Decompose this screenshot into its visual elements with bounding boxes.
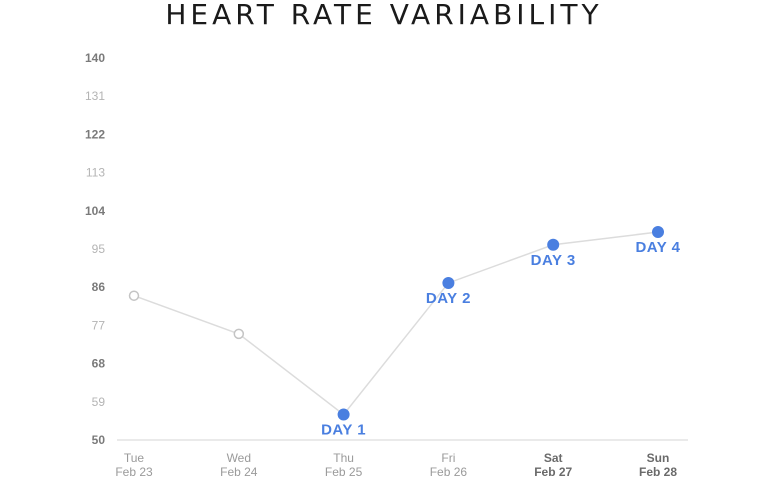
point-label: DAY 2 xyxy=(426,290,471,307)
data-point xyxy=(442,276,455,289)
data-points xyxy=(128,226,664,421)
x-tick-day: Tue xyxy=(124,451,145,465)
y-tick-label: 77 xyxy=(92,318,106,332)
x-tick-date: Feb 25 xyxy=(325,465,363,479)
data-point xyxy=(652,226,664,239)
y-tick-label: 68 xyxy=(92,357,106,371)
point-label: DAY 1 xyxy=(321,422,366,439)
y-tick-label: 50 xyxy=(92,433,106,447)
x-tick-date: Feb 28 xyxy=(639,465,677,479)
data-point-hollow xyxy=(128,290,140,301)
x-tick-date: Feb 24 xyxy=(220,465,258,479)
data-point xyxy=(337,408,350,421)
y-tick-label: 140 xyxy=(85,51,105,65)
x-tick-day: Sat xyxy=(544,451,563,465)
y-tick-label: 131 xyxy=(85,89,105,103)
x-tick-date: Feb 27 xyxy=(534,465,572,479)
chart-title: HEART RATE VARIABILITY xyxy=(165,0,603,31)
y-tick-label: 86 xyxy=(92,280,106,294)
x-tick-day: Wed xyxy=(227,451,251,465)
data-point-hollow xyxy=(233,328,245,340)
point-label: DAY 3 xyxy=(531,252,576,269)
x-tick-day: Fri xyxy=(441,451,455,465)
y-axis-ticks: 140 131 122 113 104 95 86 77 68 59 50 xyxy=(85,51,105,447)
data-point xyxy=(547,238,560,251)
point-labels: DAY 1 DAY 2 DAY 3 DAY 4 xyxy=(321,239,680,439)
x-tick-day: Thu xyxy=(333,451,354,465)
x-tick-date: Feb 26 xyxy=(430,465,468,479)
series-line xyxy=(133,231,659,416)
x-tick-date: Feb 23 xyxy=(115,465,153,479)
y-tick-label: 95 xyxy=(92,242,106,256)
y-tick-label: 113 xyxy=(86,166,105,180)
x-tick-day: Sun xyxy=(647,451,670,465)
y-tick-label: 122 xyxy=(85,127,105,141)
y-tick-label: 104 xyxy=(85,204,105,218)
y-tick-label: 59 xyxy=(92,395,106,409)
point-label: DAY 4 xyxy=(635,239,680,256)
